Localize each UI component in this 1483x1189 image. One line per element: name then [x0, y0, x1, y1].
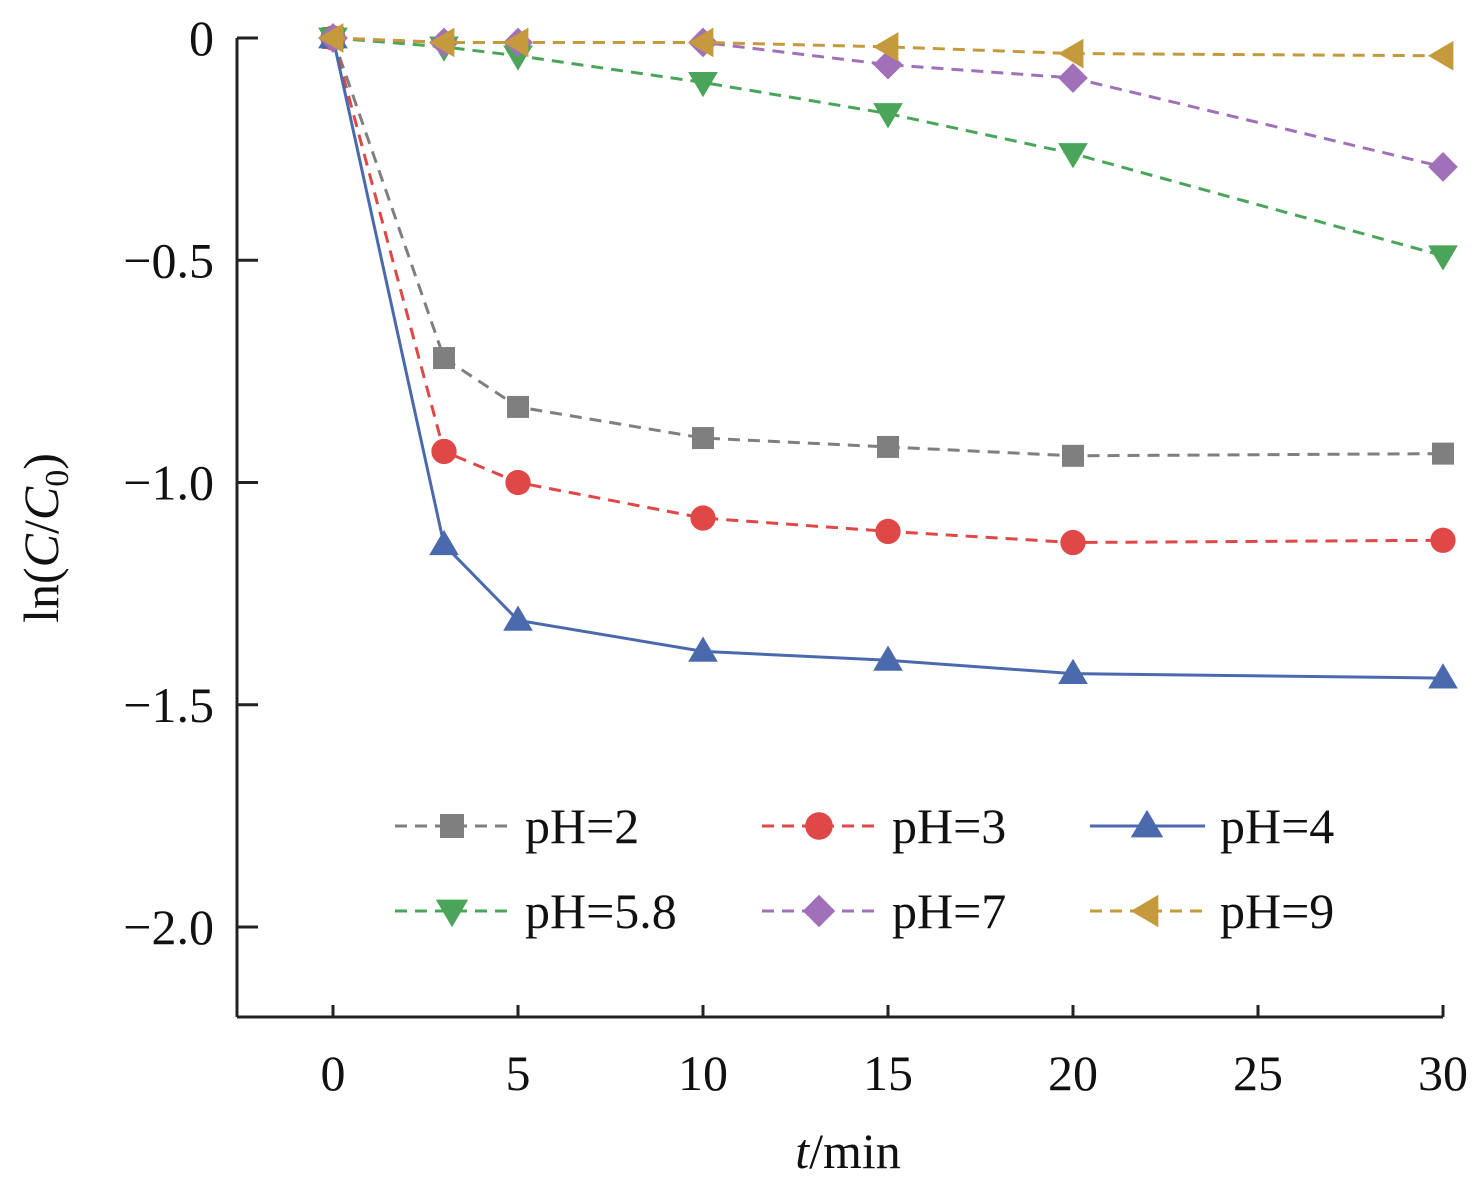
legend-label: pH=4 — [1220, 798, 1334, 854]
data-point — [692, 427, 714, 450]
y-tick-label: −1.5 — [123, 677, 214, 733]
legend-marker — [435, 899, 469, 928]
x-tick-label: 5 — [506, 1045, 531, 1101]
data-point — [429, 27, 455, 58]
legend: pH=2 pH=3 pH=4 pH=5.8 pH=7 pH=9 — [395, 798, 1334, 939]
series-pH=2 — [322, 27, 1454, 467]
x-tick-label: 0 — [321, 1045, 346, 1101]
data-point — [1428, 152, 1458, 182]
legend-label: pH=5.8 — [525, 883, 677, 939]
y-axis-title: ln(C/C0) — [13, 453, 76, 623]
y-tick-label: −0.5 — [123, 232, 214, 288]
legend-label: pH=2 — [525, 798, 639, 854]
data-point — [875, 518, 901, 545]
legend-marker — [1130, 809, 1164, 838]
data-point — [1428, 40, 1454, 71]
x-tick-label: 15 — [863, 1045, 913, 1101]
axes — [235, 38, 1443, 1019]
x-tick-label: 10 — [678, 1045, 728, 1101]
series-layer — [318, 23, 1458, 689]
y-tick-label: 0 — [189, 10, 214, 66]
data-point — [429, 529, 459, 556]
legend-marker — [1130, 894, 1159, 928]
legend-item: pH=5.8 — [395, 883, 677, 939]
x-axis-title: t/min — [795, 1123, 901, 1179]
data-point — [873, 103, 903, 129]
data-point — [688, 72, 718, 98]
legend-item: pH=7 — [762, 883, 1006, 939]
x-tick-label: 30 — [1418, 1045, 1468, 1101]
data-point — [1060, 529, 1086, 556]
data-point — [1062, 444, 1084, 467]
data-point — [505, 469, 531, 496]
legend-item: pH=2 — [395, 798, 639, 854]
y-ticks: 0 −0.5 −1.0 −1.5 −2.0 — [123, 10, 258, 955]
data-point — [1058, 38, 1084, 69]
legend-label: pH=9 — [1220, 883, 1334, 939]
series-line — [331, 37, 1444, 458]
legend-marker — [802, 894, 836, 928]
data-point — [431, 438, 457, 465]
y-tick-label: −2.0 — [123, 899, 214, 955]
data-point — [1428, 663, 1458, 689]
data-point — [873, 32, 899, 62]
data-point — [503, 27, 529, 58]
legend-item: pH=3 — [762, 798, 1006, 854]
data-point — [1432, 442, 1454, 465]
data-point — [877, 435, 899, 458]
data-point — [688, 636, 718, 662]
y-tick-label: −1.0 — [123, 455, 214, 511]
data-point — [318, 23, 344, 53]
legend-label: pH=3 — [892, 798, 1006, 854]
data-point — [1058, 658, 1088, 685]
legend-item: pH=4 — [1090, 798, 1334, 854]
legend-item: pH=9 — [1090, 883, 1334, 939]
x-tick-label: 20 — [1048, 1045, 1098, 1101]
series-line — [331, 37, 1444, 680]
data-point — [507, 395, 529, 418]
data-point — [873, 645, 903, 671]
legend-label: pH=7 — [892, 883, 1006, 939]
data-point — [1430, 527, 1456, 553]
data-point — [688, 27, 714, 58]
data-point — [690, 505, 716, 531]
data-point — [433, 347, 455, 370]
data-point — [1058, 63, 1088, 93]
x-ticks: 0 5 10 15 20 25 30 — [321, 1005, 1468, 1101]
series-pH=9 — [318, 23, 1454, 71]
data-point — [503, 605, 533, 631]
x-tick-label: 25 — [1233, 1045, 1283, 1101]
legend-marker — [440, 814, 464, 838]
data-point — [1428, 245, 1458, 271]
data-point — [1058, 143, 1088, 169]
legend-marker — [805, 812, 833, 840]
